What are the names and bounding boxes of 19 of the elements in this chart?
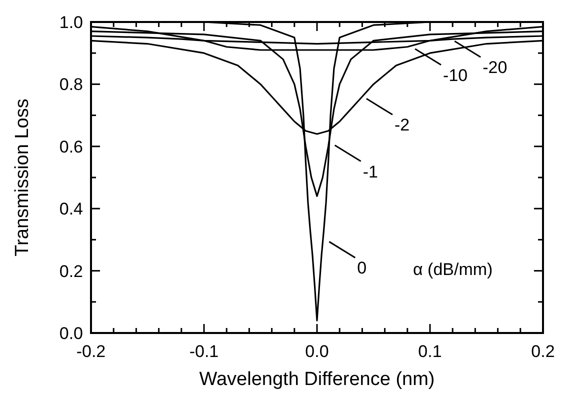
annotation: -2 — [394, 116, 410, 135]
y-tick-label: 0.8 — [59, 75, 83, 94]
y-axis-title: Transmission Loss — [12, 98, 33, 256]
annotation: α (dB/mm) — [413, 260, 493, 279]
x-tick-label: -0.2 — [76, 342, 106, 361]
x-axis-title: Wavelength Difference (nm) — [199, 369, 435, 390]
x-tick-label: 0.2 — [531, 342, 555, 361]
annotation: -20 — [482, 58, 508, 78]
y-tick-label: 0.0 — [59, 324, 83, 343]
y-tick-label: 0.6 — [59, 137, 83, 156]
x-tick-label: -0.1 — [189, 342, 219, 361]
annotation: 0 — [357, 258, 367, 278]
x-tick-label: 0.1 — [418, 342, 442, 361]
y-tick-label: 0.4 — [59, 200, 83, 219]
y-tick-label: 1.0 — [59, 13, 83, 32]
y-tick-label: 0.2 — [59, 262, 83, 281]
x-tick-label: 0.0 — [305, 342, 329, 361]
annotation: -1 — [362, 162, 378, 182]
annotation: -10 — [443, 66, 468, 85]
